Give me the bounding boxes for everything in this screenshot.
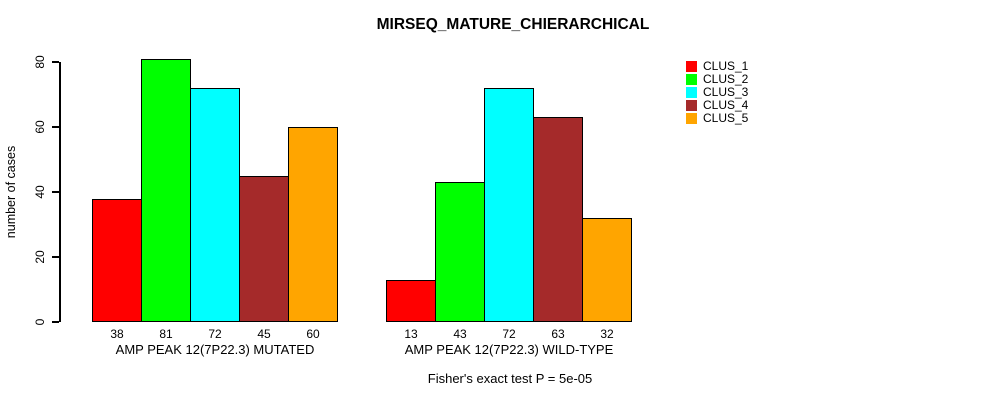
group-label: AMP PEAK 12(7P22.3) WILD-TYPE <box>404 342 614 357</box>
legend-swatch <box>686 61 697 72</box>
legend-label: CLUS_4 <box>703 98 749 112</box>
bar-value-label: 32 <box>600 327 614 341</box>
y-axis-line <box>59 62 61 322</box>
bar <box>288 127 338 322</box>
legend-swatch <box>686 100 697 111</box>
legend: CLUS_1 CLUS_2 CLUS_3 CLUS_4 CLUS_5 <box>686 60 748 125</box>
legend-item: CLUS_4 <box>686 99 748 112</box>
bar-value-label: 72 <box>208 327 222 341</box>
caption: Fisher's exact test P = 5e-05 <box>427 371 593 386</box>
legend-item: CLUS_2 <box>686 73 748 86</box>
legend-swatch <box>686 87 697 98</box>
bar <box>92 198 142 322</box>
bar <box>386 279 436 322</box>
bar-value-label: 63 <box>551 327 565 341</box>
y-tick-label: 60 <box>33 120 47 134</box>
bar <box>533 117 583 322</box>
y-tick-label: 80 <box>33 55 47 69</box>
y-tick-mark <box>52 126 59 128</box>
bar-value-label: 81 <box>159 327 173 341</box>
bar <box>582 218 632 322</box>
legend-swatch <box>686 113 697 124</box>
bar-value-label: 45 <box>257 327 271 341</box>
legend-label: CLUS_2 <box>703 72 749 86</box>
bar <box>484 88 534 322</box>
bar-value-label: 38 <box>110 327 124 341</box>
legend-swatch <box>686 74 697 85</box>
y-tick-label: 20 <box>33 250 47 264</box>
legend-label: CLUS_1 <box>703 59 749 73</box>
y-tick-mark <box>52 256 59 258</box>
bar <box>190 88 240 322</box>
group-label: AMP PEAK 12(7P22.3) MUTATED <box>115 342 315 357</box>
legend-label: CLUS_3 <box>703 85 749 99</box>
y-tick-mark <box>52 321 59 323</box>
bar-value-label: 60 <box>306 327 320 341</box>
bar <box>141 58 191 322</box>
y-tick-label: 0 <box>33 318 47 326</box>
bar <box>435 182 485 322</box>
y-tick-mark <box>52 191 59 193</box>
bar-value-label: 13 <box>404 327 418 341</box>
bar-value-label: 43 <box>453 327 467 341</box>
bar <box>239 175 289 322</box>
chart-title: MIRSEQ_MATURE_CHIERARCHICAL <box>376 16 650 33</box>
y-tick-mark <box>52 61 59 63</box>
legend-item: CLUS_3 <box>686 86 748 99</box>
bar-value-label: 72 <box>502 327 516 341</box>
legend-item: CLUS_1 <box>686 60 748 73</box>
legend-item: CLUS_5 <box>686 112 748 125</box>
y-axis-title: number of cases <box>4 145 18 239</box>
y-tick-label: 40 <box>33 185 47 199</box>
legend-label: CLUS_5 <box>703 111 749 125</box>
